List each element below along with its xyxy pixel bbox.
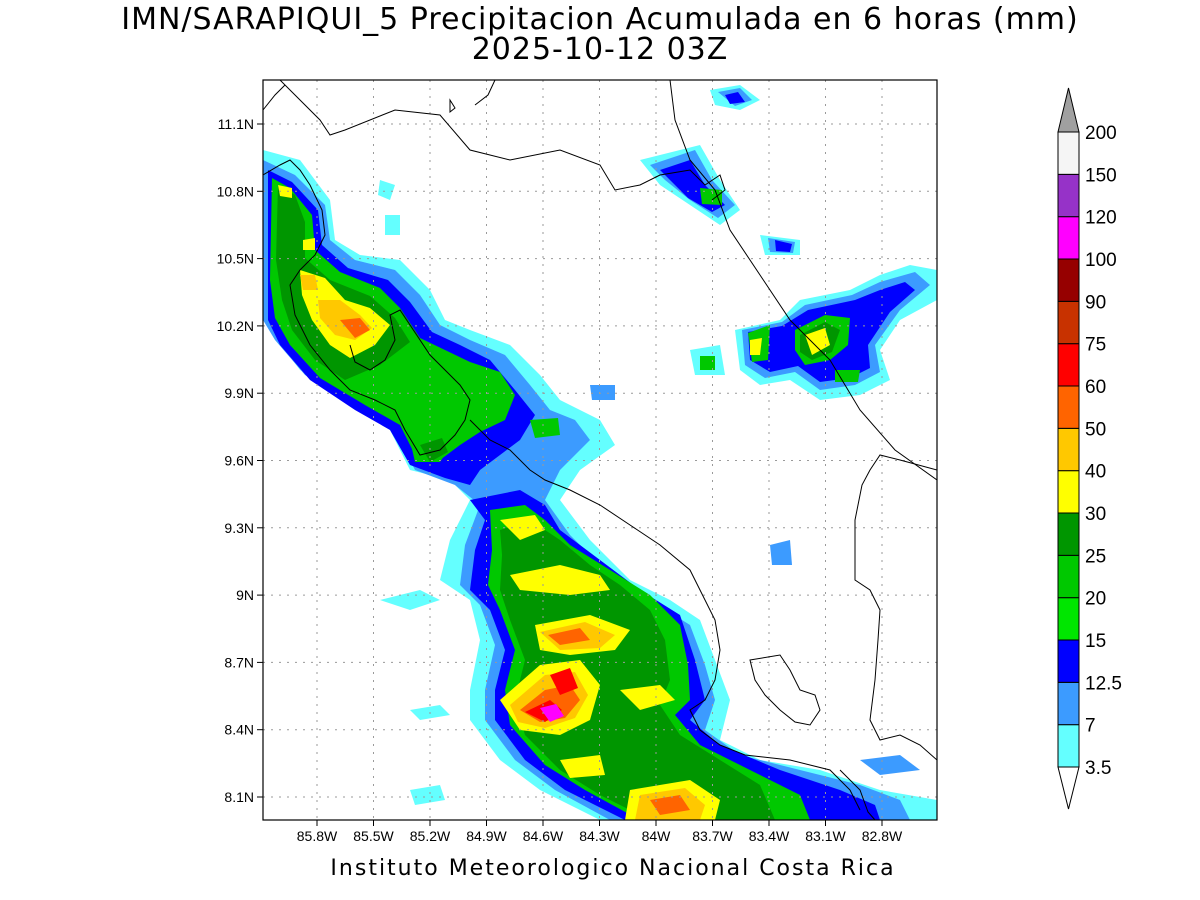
- colorbar-label: 15: [1085, 631, 1106, 652]
- lon-tick-label: 84.3W: [579, 828, 620, 844]
- lat-tick-label: 10.8N: [217, 183, 254, 199]
- colorbar-label: 3.5: [1085, 758, 1111, 779]
- lat-tick-label: 8.1N: [224, 789, 254, 805]
- longitude-axis: 85.8W 85.5W 85.2W 84.9W 84.6W 84.3W 84W 83.7W 83…: [297, 820, 903, 844]
- lon-tick-label: 83.1W: [805, 828, 846, 844]
- colorbar-segment: [1057, 258, 1080, 302]
- lat-tick-label: 9.6N: [224, 453, 254, 469]
- colorbar-segment: [1057, 173, 1080, 218]
- colorbar-label: 30: [1085, 504, 1106, 525]
- colorbar-segment: [1057, 131, 1080, 175]
- lon-tick-label: 82.8W: [862, 828, 903, 844]
- colorbar-segment: [1057, 597, 1080, 641]
- colorbar-segment: [1057, 681, 1080, 726]
- lat-tick-label: 9.3N: [224, 520, 254, 536]
- colorbar-segment: [1057, 343, 1080, 387]
- colorbar-segment: [1057, 427, 1080, 472]
- coastlines: [263, 80, 937, 820]
- map-subtitle: 2025-10-12 03Z: [471, 32, 729, 67]
- colorbar-label: 20: [1085, 589, 1106, 610]
- colorbar-segment: [1057, 216, 1080, 260]
- colorbar-segment: [1057, 554, 1080, 599]
- colorbar-label: 75: [1085, 335, 1106, 356]
- lat-tick-label: 11.1N: [218, 116, 254, 132]
- colorbar: 3.5 7 12.5 15 20 25 30 40 50 60 75 90 100 120 150 200: [1057, 87, 1122, 810]
- map-title: IMN/SARAPIQUI_5 Precipitacion Acumulada …: [121, 2, 1079, 37]
- colorbar-label: 40: [1085, 462, 1106, 483]
- lon-tick-label: 83.4W: [749, 828, 790, 844]
- colorbar-segment: [1057, 385, 1080, 429]
- lon-tick-label: 84.6W: [523, 828, 564, 844]
- lat-tick-label: 10.5N: [217, 251, 254, 267]
- colorbar-segment: [1057, 639, 1080, 683]
- colorbar-segment: [1057, 724, 1080, 768]
- colorbar-segment: [1057, 300, 1080, 345]
- colorbar-label: 7: [1085, 716, 1096, 737]
- lon-tick-label: 83.7W: [692, 828, 733, 844]
- colorbar-top-arrow: [1057, 87, 1080, 133]
- colorbar-label: 100: [1085, 250, 1117, 271]
- colorbar-label: 90: [1085, 292, 1106, 313]
- lat-tick-label: 9N: [236, 587, 254, 603]
- colorbar-label: 200: [1085, 123, 1117, 144]
- colorbar-label: 12.5: [1085, 673, 1122, 694]
- lon-tick-label: 84W: [642, 828, 672, 844]
- lat-tick-label: 10.2N: [217, 318, 254, 334]
- colorbar-label: 150: [1085, 165, 1117, 186]
- lon-tick-label: 85.2W: [410, 828, 451, 844]
- colorbar-label: 25: [1085, 546, 1106, 567]
- colorbar-label: 60: [1085, 377, 1106, 398]
- lon-tick-label: 84.9W: [466, 828, 507, 844]
- credit-text: Instituto Meteorologico Nacional Costa R…: [330, 856, 896, 881]
- latitude-axis: 11.1N 10.8N 10.5N 10.2N 9.9N 9.6N 9.3N 9N 8.7N 8.…: [217, 116, 263, 805]
- lat-tick-label: 9.9N: [224, 385, 254, 401]
- colorbar-label: 120: [1085, 208, 1117, 229]
- lat-tick-label: 8.4N: [224, 722, 254, 738]
- graticule: [263, 80, 937, 820]
- lat-tick-label: 8.7N: [224, 654, 254, 670]
- colorbar-bottom-arrow: [1057, 766, 1080, 810]
- colorbar-segment: [1057, 512, 1080, 556]
- lon-tick-label: 85.8W: [297, 828, 338, 844]
- lon-tick-label: 85.5W: [353, 828, 394, 844]
- colorbar-label: 50: [1085, 419, 1106, 440]
- colorbar-segment: [1057, 470, 1080, 514]
